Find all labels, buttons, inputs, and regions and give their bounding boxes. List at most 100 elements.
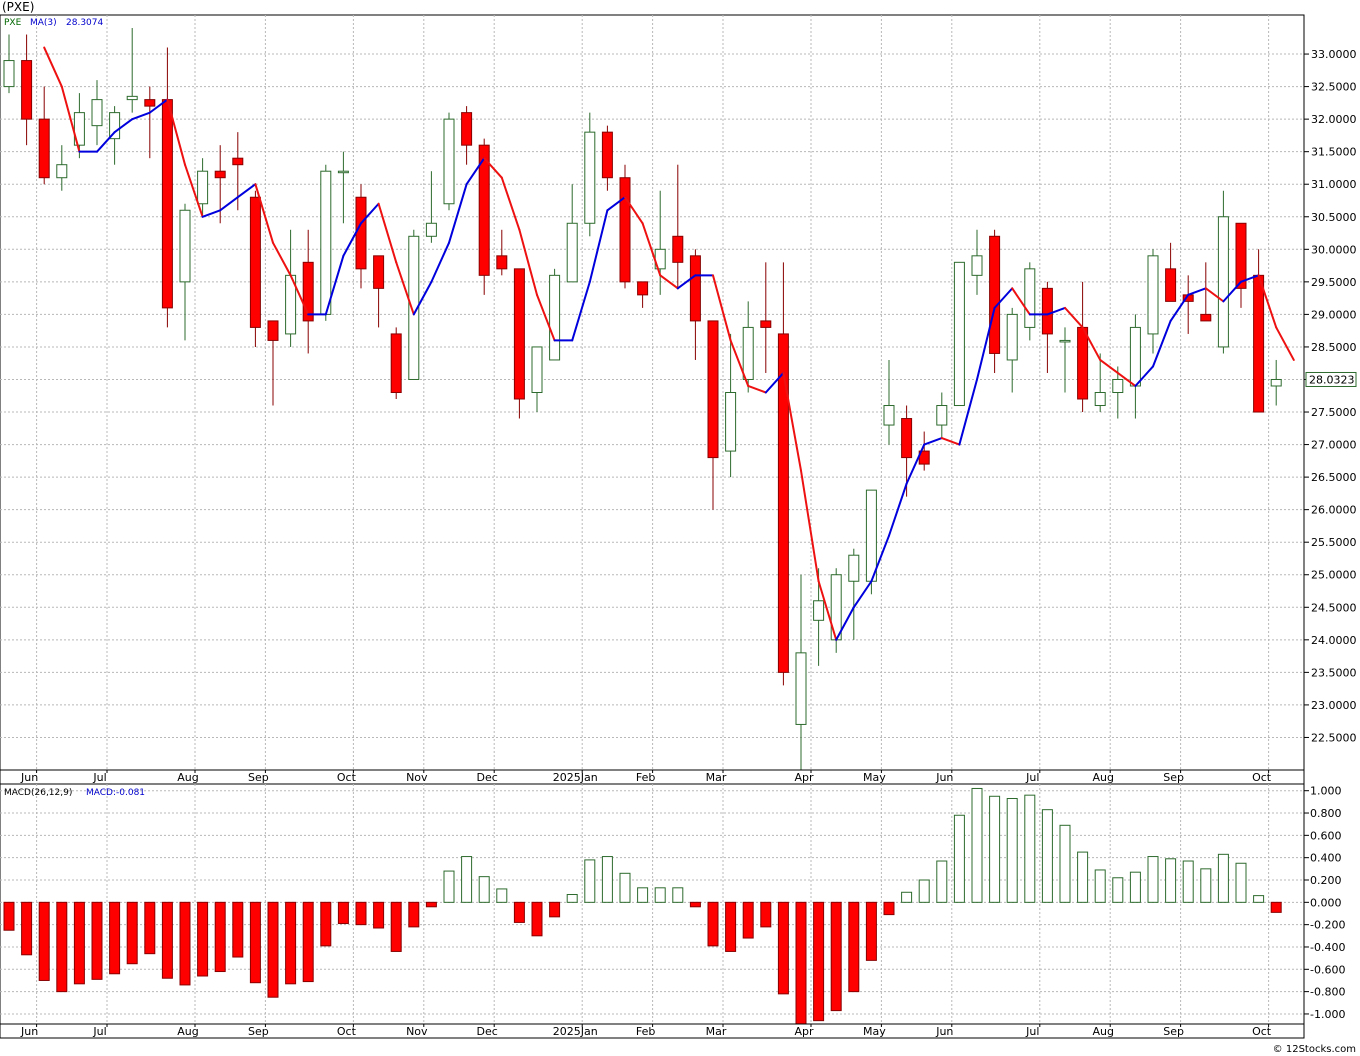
macd-bar (777, 901, 789, 995)
candle-body (197, 170, 209, 205)
candle-body (21, 60, 33, 120)
ma-segment (324, 254, 345, 316)
candle (91, 80, 103, 146)
macd-panel (0, 783, 1305, 1025)
candle (1165, 242, 1177, 302)
candle-body (1077, 326, 1089, 400)
candle (73, 93, 85, 159)
macd-bar (91, 901, 103, 980)
macd-y-tick-label: -1.000 (1310, 1008, 1345, 1021)
macd-bar (373, 901, 385, 929)
ma-segment (1257, 274, 1278, 329)
macd-bar (1200, 868, 1212, 903)
ma-segment (1204, 287, 1225, 303)
candle (689, 249, 701, 360)
candle-body (179, 209, 191, 283)
price-y-tick-label: 30.5000 (1311, 211, 1357, 224)
ma-segment (1046, 306, 1066, 316)
ma-segment (1099, 358, 1119, 374)
ma-segment (571, 280, 591, 342)
macd-bar (1270, 901, 1282, 913)
price-y-tick-label: 24.5000 (1311, 601, 1357, 614)
x-tick-label: Feb (636, 1025, 655, 1038)
macd-bar (109, 901, 121, 975)
candle (443, 112, 455, 211)
macd-y-tick-label: 0.600 (1310, 829, 1342, 842)
candle (197, 158, 209, 217)
macd-bars (3, 787, 1282, 1025)
candle (883, 359, 895, 445)
candle (425, 171, 437, 243)
macd-bar (197, 901, 209, 977)
candle (320, 164, 332, 321)
macd-bar (320, 901, 332, 947)
candle-body (601, 131, 613, 179)
candle-body (1094, 392, 1106, 407)
macd-bar (1094, 869, 1106, 903)
ma-segment (448, 183, 468, 244)
macd-bar (3, 901, 15, 931)
x-tick-label: Jul (92, 1025, 106, 1038)
x-tick-label: Aug (177, 771, 198, 784)
ma-segment (641, 222, 662, 277)
macd-bar (742, 901, 754, 939)
candle (496, 229, 508, 276)
candle-body (496, 255, 508, 270)
x-tick-label: Nov (406, 771, 428, 784)
candle (848, 548, 860, 640)
x-tick-label: Jun (20, 1025, 38, 1038)
macd-bar (953, 814, 965, 903)
x-tick-label: Oct (337, 1025, 357, 1038)
candle-body (1147, 255, 1159, 335)
macd-bar (1006, 798, 1018, 903)
price-grid (0, 15, 1304, 770)
price-y-tick-label: 27.5000 (1311, 406, 1357, 419)
candle-body (689, 255, 701, 322)
ma-segment (712, 274, 732, 342)
ma-segment (1116, 371, 1137, 387)
macd-bar (1077, 851, 1089, 903)
candle-body (936, 405, 948, 426)
x-tick-label: Oct (1252, 771, 1272, 784)
macd-bar (73, 901, 85, 985)
macd-bar (689, 901, 701, 908)
candle (707, 320, 719, 510)
price-y-tick-label: 31.5000 (1311, 146, 1357, 159)
candle (742, 301, 754, 393)
candle-body (989, 235, 1001, 354)
candle-body (337, 170, 349, 174)
ma-segment (1152, 319, 1172, 368)
candle (672, 164, 684, 289)
candle (1270, 359, 1282, 406)
ma-segment (835, 606, 855, 641)
macd-label: MACD(26,12,9) (4, 788, 72, 798)
candle-body (531, 346, 543, 394)
candle (566, 184, 578, 283)
price-x-axis: Jun Jul Aug Sep Oct Nov Dec 2025Jan Feb Mar Apr May… (20, 770, 1272, 784)
ma-segment (201, 209, 222, 218)
macd-bar (1041, 809, 1053, 903)
macd-bar (1165, 858, 1177, 903)
candle (38, 86, 50, 185)
macd-bar (126, 901, 138, 965)
candle (109, 106, 121, 165)
macd-bar (302, 901, 314, 983)
price-y-tick-label: 25.0000 (1311, 569, 1357, 582)
ma-segment (342, 222, 362, 257)
candle-body (73, 112, 85, 146)
macd-bar (654, 887, 666, 903)
ma-segment (606, 196, 626, 212)
price-candles (3, 28, 1282, 770)
price-y-tick-label: 29.0000 (1311, 308, 1357, 321)
x-tick-label: Aug (1092, 1025, 1113, 1038)
candle-body (144, 99, 156, 107)
macd-bar (1059, 824, 1071, 903)
macd-y-tick-label: 0.800 (1310, 807, 1342, 820)
ma-segment (465, 157, 486, 186)
macd-bar (1253, 895, 1265, 903)
macd-bar (355, 901, 367, 926)
macd-bar (813, 901, 825, 1022)
macd-bar (337, 901, 349, 925)
candle-body (267, 320, 279, 341)
